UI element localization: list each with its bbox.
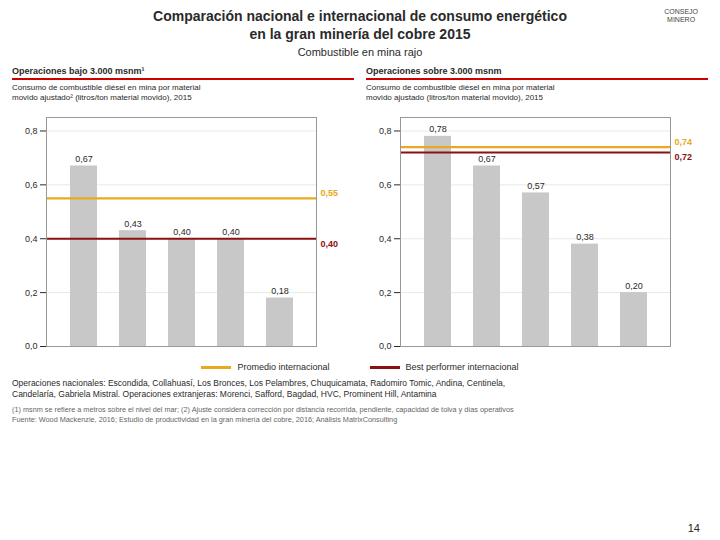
svg-text:0,38: 0,38 xyxy=(576,232,594,242)
svg-text:0,72: 0,72 xyxy=(675,152,693,162)
html-text:Best performer internacional: Best performer internacional xyxy=(405,362,519,372)
svg-text:0,78: 0,78 xyxy=(429,124,447,134)
svg-text:0,18: 0,18 xyxy=(271,286,289,296)
svg-text:0,20: 0,20 xyxy=(625,280,643,290)
svg-text:0,2: 0,2 xyxy=(25,287,38,297)
svg-text:0,57: 0,57 xyxy=(527,181,545,191)
html-text:Combustible en mina rajo: Combustible en mina rajo xyxy=(297,46,423,58)
svg-text:0,6: 0,6 xyxy=(379,180,392,190)
html-text:Comparación nacional e interna: Comparación nacional e internacional de … xyxy=(153,8,567,42)
html-text:Consumo de combustible diésel: Consumo de combustible diésel en mina po… xyxy=(366,83,555,102)
svg-text:0,40: 0,40 xyxy=(222,227,240,237)
html-text:Promedio internacional: Promedio internacional xyxy=(237,362,330,372)
svg-text:0,4: 0,4 xyxy=(379,234,392,244)
svg-text:0,67: 0,67 xyxy=(478,154,496,164)
svg-text:0,0: 0,0 xyxy=(379,341,392,351)
svg-text:0,8: 0,8 xyxy=(25,126,38,136)
html-text:Operaciones nacionales: Escond: Operaciones nacionales: Escondida, Colla… xyxy=(12,378,506,399)
svg-text:0,4: 0,4 xyxy=(25,234,38,244)
svg-text:0,40: 0,40 xyxy=(173,227,191,237)
svg-text:0,0: 0,0 xyxy=(25,341,38,351)
html-text:CONSEJO MINERO: CONSEJO MINERO xyxy=(664,8,698,24)
svg-text:0,6: 0,6 xyxy=(25,180,38,190)
html-text:Consumo de combustible diésel: Consumo de combustible diésel en mina po… xyxy=(12,83,201,102)
svg-text:0,8: 0,8 xyxy=(379,126,392,136)
html-text:Operaciones sobre 3.000 msnm: Operaciones sobre 3.000 msnm xyxy=(366,66,502,76)
html-text:(1) msnm se refiere a metros s: (1) msnm se refiere a metros sobre el ni… xyxy=(12,405,514,424)
svg-text:0,40: 0,40 xyxy=(321,239,339,249)
html-text:Operaciones bajo 3.000 msnm¹: Operaciones bajo 3.000 msnm¹ xyxy=(12,66,145,76)
svg-text:0,67: 0,67 xyxy=(75,154,93,164)
svg-text:0,74: 0,74 xyxy=(675,137,693,147)
svg-text:0,2: 0,2 xyxy=(379,287,392,297)
html-text:14: 14 xyxy=(687,522,700,534)
svg-text:0,55: 0,55 xyxy=(321,188,339,198)
svg-text:0,43: 0,43 xyxy=(124,219,142,229)
